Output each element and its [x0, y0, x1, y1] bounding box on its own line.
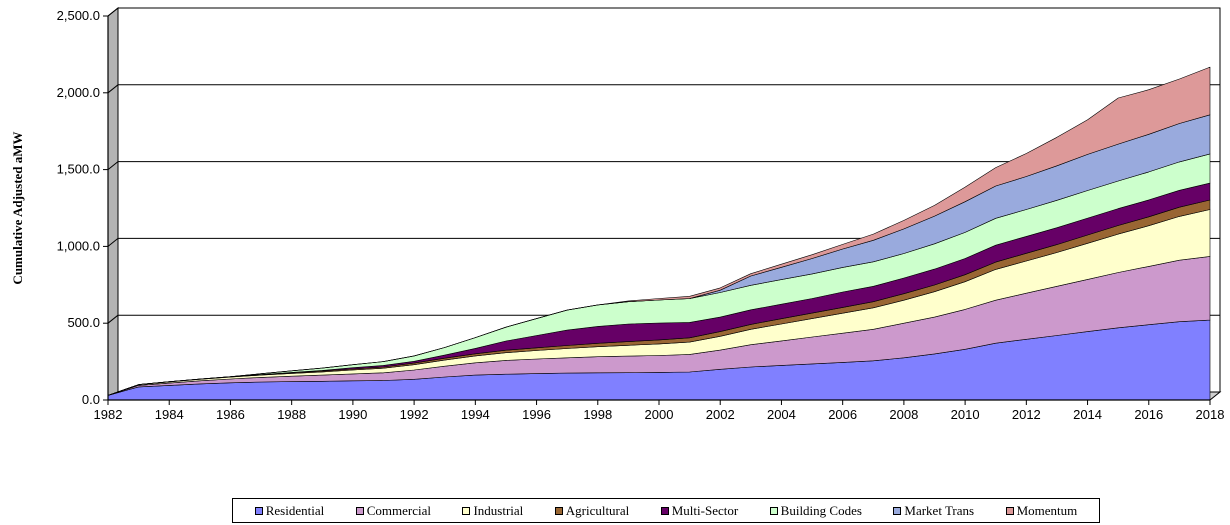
y-axis-label: Cumulative Adjusted aMW: [10, 131, 25, 284]
legend-item: Agricultural: [554, 502, 630, 519]
legend-item: Industrial: [462, 503, 523, 519]
chart-legend: Residential Commercial Industrial Agricultu…: [232, 498, 1100, 523]
legend-label: Building Codes: [780, 502, 862, 518]
legend-swatch: [660, 506, 669, 515]
gridline-wall: [107, 161, 119, 170]
legend-label: Momentum: [1016, 502, 1078, 518]
legend-item: Market Trans: [893, 503, 974, 519]
gridline-wall: [107, 314, 119, 324]
x-tick-label: 1998: [583, 407, 612, 422]
legend-item: Momentum: [1005, 502, 1078, 519]
x-tick-label: 2008: [889, 407, 918, 422]
legend-item: Multi-Sector: [660, 502, 739, 519]
area-series-group: [107, 66, 1211, 401]
legend-swatch: [893, 506, 902, 515]
x-tick-label: 1988: [277, 407, 306, 422]
area-momentum: [107, 66, 1211, 396]
y-tick-label: 500.0: [67, 315, 100, 330]
legend-swatch: [1005, 506, 1014, 515]
x-tick-label: 1982: [94, 407, 123, 422]
legend-swatch: [769, 506, 778, 515]
gridline-wall: [107, 7, 119, 17]
x-tick-label: 2006: [828, 407, 857, 422]
x-tick-label: 1992: [400, 407, 429, 422]
legend-item: Commercial: [355, 502, 431, 519]
x-tick-label: 1990: [338, 407, 367, 422]
legend-swatch: [254, 506, 263, 515]
gridline-wall: [107, 84, 119, 94]
x-tick-label: 2004: [767, 407, 796, 422]
legend-swatch: [462, 506, 471, 515]
legend-item: Residential: [254, 502, 325, 519]
y-tick-label: 1,000.0: [57, 238, 100, 253]
x-tick-label: 2012: [1012, 407, 1041, 422]
x-tick-label: 2014: [1073, 407, 1102, 422]
x-tick-label: 1984: [155, 407, 184, 422]
legend-item: Building Codes: [769, 502, 862, 519]
x-tick-label: 1986: [216, 407, 245, 422]
x-tick-label: 2010: [951, 407, 980, 422]
x-tick-label: 2018: [1196, 407, 1225, 422]
legend-swatch: [355, 506, 364, 515]
gridline-wall: [107, 238, 119, 247]
axes: 0.0 500.0 1,000.0 1,500.0 2,000.0 2,500.0 1982…: [57, 8, 1225, 422]
y-tick-label: 1,500.0: [57, 162, 100, 177]
x-tick-label: 2002: [706, 407, 735, 422]
y-tick-label: 0.0: [82, 392, 100, 407]
legend-label: Residential: [265, 502, 325, 518]
legend-label: Multi-Sector: [671, 502, 739, 518]
plot-wall-shade: [107, 6, 119, 402]
legend-label: Industrial: [473, 502, 524, 518]
y-tick-label: 2,500.0: [57, 8, 100, 23]
legend-label: Commercial: [366, 502, 431, 518]
legend-label: Agricultural: [565, 502, 630, 518]
x-tick-label: 2000: [645, 407, 674, 422]
x-tick-label: 1994: [461, 407, 490, 422]
x-tick-label: 1996: [522, 407, 551, 422]
x-tick-label: 2016: [1134, 407, 1163, 422]
legend-label: Market Trans: [904, 502, 975, 518]
y-tick-label: 2,000.0: [57, 85, 100, 100]
legend-swatch: [554, 506, 563, 515]
